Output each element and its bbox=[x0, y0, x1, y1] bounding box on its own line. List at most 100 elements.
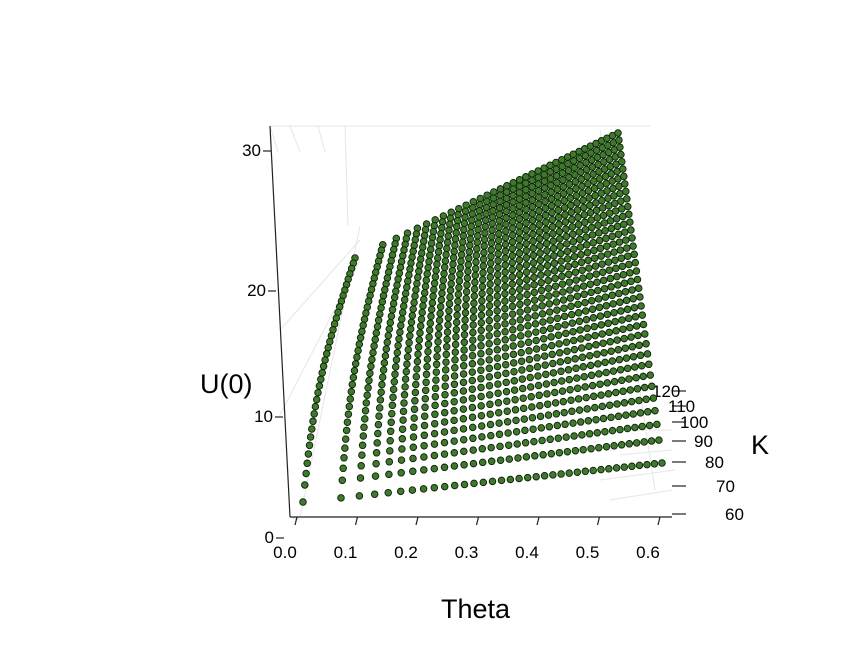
data-point bbox=[495, 204, 504, 212]
data-point bbox=[468, 413, 477, 421]
data-point bbox=[551, 282, 560, 290]
data-point bbox=[494, 389, 502, 397]
data-point bbox=[358, 441, 367, 450]
data-point bbox=[460, 219, 469, 228]
data-point bbox=[494, 250, 502, 258]
data-point bbox=[402, 367, 411, 376]
data-point bbox=[493, 322, 501, 330]
data-point bbox=[560, 196, 568, 205]
data-point bbox=[420, 289, 429, 297]
data-point bbox=[501, 297, 509, 305]
data-point bbox=[446, 286, 455, 295]
data-point bbox=[502, 387, 511, 396]
data-point bbox=[511, 395, 519, 404]
data-point bbox=[620, 463, 629, 471]
data-point bbox=[369, 348, 377, 357]
data-point bbox=[494, 236, 503, 245]
data-point bbox=[396, 328, 404, 336]
data-point bbox=[441, 382, 449, 390]
data-point bbox=[456, 270, 464, 279]
data-point bbox=[606, 274, 615, 283]
data-point bbox=[505, 455, 514, 463]
data-point bbox=[583, 241, 591, 249]
data-point bbox=[555, 220, 563, 229]
data-point bbox=[636, 351, 645, 360]
data-point bbox=[478, 458, 487, 467]
data-point bbox=[600, 348, 608, 357]
data-point bbox=[577, 335, 585, 343]
data-point bbox=[540, 177, 549, 186]
grid-line bbox=[619, 449, 673, 456]
data-point bbox=[436, 302, 445, 311]
data-point bbox=[343, 418, 352, 426]
data-point bbox=[518, 384, 527, 393]
labels: U(0) Theta K bbox=[200, 369, 769, 624]
data-point bbox=[455, 204, 463, 213]
data-point bbox=[450, 389, 459, 397]
data-point bbox=[509, 326, 517, 334]
data-point bbox=[522, 246, 531, 255]
data-point bbox=[368, 355, 376, 364]
data-point bbox=[593, 213, 602, 222]
data-point bbox=[528, 170, 536, 178]
data-point bbox=[595, 370, 603, 378]
data-point bbox=[607, 347, 615, 355]
data-point bbox=[421, 394, 430, 403]
data-point bbox=[619, 270, 628, 279]
data-point bbox=[651, 406, 659, 415]
data-point bbox=[528, 203, 537, 211]
data-point bbox=[414, 273, 422, 282]
data-point bbox=[385, 458, 394, 466]
data-point bbox=[616, 425, 624, 434]
data-point bbox=[406, 325, 415, 333]
data-point bbox=[467, 228, 475, 237]
data-point bbox=[453, 311, 461, 320]
data-point bbox=[431, 410, 439, 419]
data-point bbox=[598, 402, 607, 411]
data-point bbox=[412, 372, 421, 381]
data-point bbox=[623, 364, 632, 373]
data-point bbox=[636, 293, 644, 301]
data-point bbox=[638, 311, 647, 319]
data-point bbox=[485, 339, 493, 348]
data-point bbox=[469, 306, 478, 315]
data-point bbox=[421, 386, 430, 395]
data-point bbox=[508, 217, 517, 226]
data-point bbox=[616, 246, 625, 254]
data-point bbox=[515, 256, 524, 264]
data-point bbox=[361, 415, 369, 423]
data-point bbox=[366, 369, 374, 378]
data-point bbox=[410, 423, 418, 432]
data-point bbox=[564, 366, 573, 374]
data-point bbox=[601, 226, 609, 235]
data-point bbox=[464, 261, 473, 269]
data-point bbox=[622, 187, 630, 196]
data-point bbox=[470, 299, 478, 307]
data-point bbox=[539, 318, 547, 326]
data-point bbox=[642, 395, 650, 404]
data-point bbox=[547, 195, 556, 203]
data-point bbox=[535, 200, 543, 208]
data-point bbox=[341, 435, 350, 443]
data-point bbox=[304, 450, 313, 458]
data-point bbox=[503, 418, 512, 426]
data-point bbox=[422, 276, 431, 284]
data-point bbox=[621, 228, 629, 236]
data-point bbox=[608, 426, 617, 435]
data-point bbox=[536, 242, 544, 250]
data-point bbox=[374, 420, 383, 429]
data-point bbox=[584, 417, 593, 425]
data-point bbox=[393, 348, 402, 357]
data-point bbox=[547, 188, 555, 196]
data-point bbox=[388, 409, 396, 418]
data-point bbox=[531, 312, 539, 320]
data-point bbox=[626, 386, 635, 394]
y-tick-label: 120 bbox=[652, 382, 680, 401]
data-point bbox=[377, 304, 385, 312]
data-point bbox=[409, 433, 418, 441]
data-point bbox=[528, 209, 537, 218]
x-tick-label: 0.6 bbox=[636, 543, 660, 562]
data-point bbox=[489, 200, 497, 209]
data-point bbox=[464, 267, 472, 276]
data-point bbox=[387, 312, 396, 320]
